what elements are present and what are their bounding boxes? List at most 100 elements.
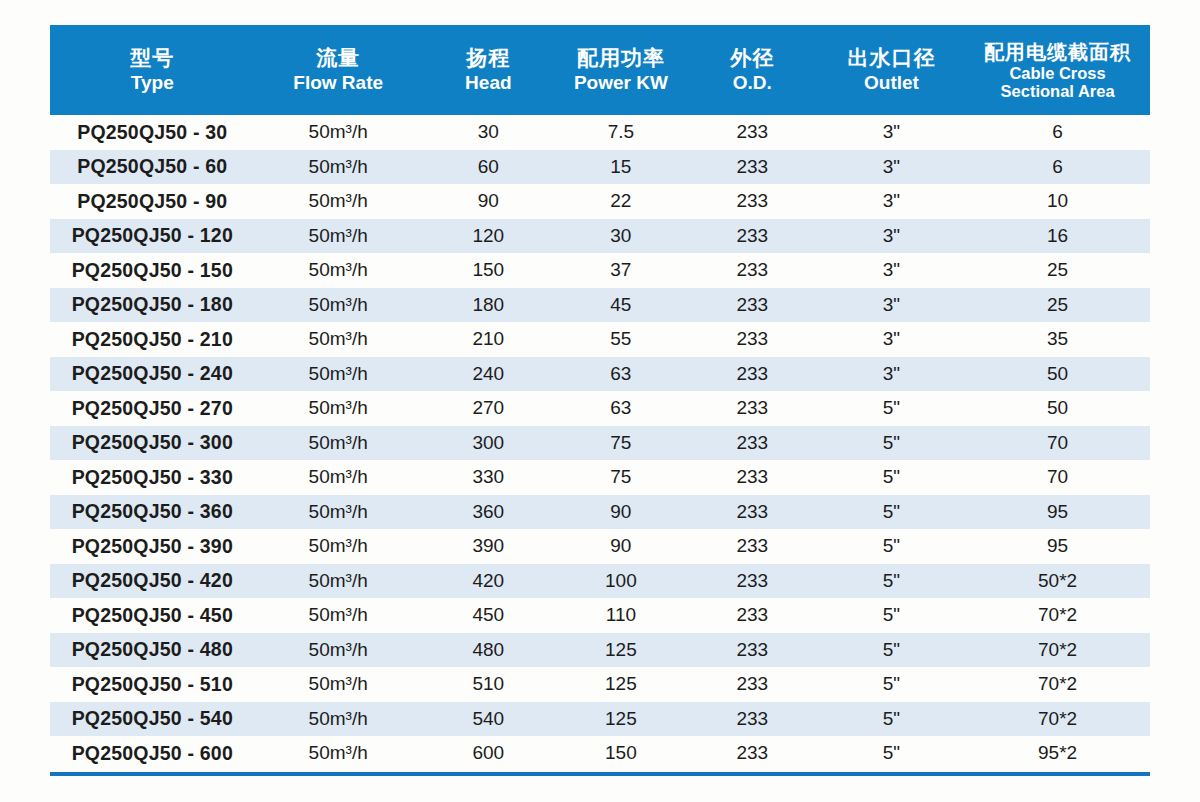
cell-power: 22: [555, 184, 687, 219]
cell-power: 90: [555, 529, 687, 564]
cell-od: 233: [687, 564, 818, 599]
cell-head: 540: [422, 702, 555, 737]
cell-power: 125: [555, 702, 687, 737]
cell-head: 600: [422, 736, 555, 771]
cell-head: 150: [422, 253, 555, 288]
cell-outlet: 3": [818, 219, 965, 254]
cell-flow: 50m³/h: [255, 633, 422, 668]
cell-od: 233: [687, 702, 818, 737]
cell-od: 233: [687, 184, 818, 219]
cell-od: 233: [687, 495, 818, 530]
cell-power: 63: [555, 357, 687, 392]
cell-power: 90: [555, 495, 687, 530]
column-header-outlet-cn: 出水口径: [818, 45, 965, 71]
table-row: PQ250QJ50 - 33050m³/h330752335"70: [50, 460, 1150, 495]
cell-cable: 10: [965, 184, 1150, 219]
table-row: PQ250QJ50 - 54050m³/h5401252335"70*2: [50, 702, 1150, 737]
cell-flow: 50m³/h: [255, 598, 422, 633]
column-header-head-en: Head: [422, 72, 555, 95]
cell-od: 233: [687, 426, 818, 461]
cell-type: PQ250QJ50 - 540: [50, 702, 255, 737]
cell-flow: 50m³/h: [255, 150, 422, 185]
cell-type: PQ250QJ50 - 360: [50, 495, 255, 530]
cell-power: 110: [555, 598, 687, 633]
pump-spec-table: 型号 Type 流量 Flow Rate 扬程 Head 配用功率 Power …: [50, 25, 1150, 776]
column-header-type-en: Type: [50, 72, 255, 95]
cell-type: PQ250QJ50 - 510: [50, 667, 255, 702]
cell-flow: 50m³/h: [255, 184, 422, 219]
cell-outlet: 3": [818, 357, 965, 392]
column-header-outlet-en: Outlet: [818, 72, 965, 95]
cell-cable: 95: [965, 529, 1150, 564]
cell-cable: 70*2: [965, 598, 1150, 633]
cell-head: 390: [422, 529, 555, 564]
cell-flow: 50m³/h: [255, 564, 422, 599]
cell-od: 233: [687, 529, 818, 564]
column-header-cable-en-line2: Sectional Area: [965, 83, 1150, 101]
cell-outlet: 5": [818, 495, 965, 530]
cell-cable: 35: [965, 322, 1150, 357]
table-row: PQ250QJ50 - 39050m³/h390902335"95: [50, 529, 1150, 564]
cell-outlet: 5": [818, 460, 965, 495]
column-header-power-en: Power KW: [555, 72, 687, 95]
cell-power: 100: [555, 564, 687, 599]
cell-head: 210: [422, 322, 555, 357]
cell-type: PQ250QJ50 - 300: [50, 426, 255, 461]
cell-type: PQ250QJ50 - 480: [50, 633, 255, 668]
cell-type: PQ250QJ50 - 270: [50, 391, 255, 426]
cell-head: 240: [422, 357, 555, 392]
cell-flow: 50m³/h: [255, 529, 422, 564]
cell-cable: 50*2: [965, 564, 1150, 599]
cell-cable: 50: [965, 391, 1150, 426]
cell-od: 233: [687, 667, 818, 702]
table-row: PQ250QJ50 - 36050m³/h360902335"95: [50, 495, 1150, 530]
table-body: PQ250QJ50 - 3050m³/h307.52333"6PQ250QJ50…: [50, 115, 1150, 771]
cell-type: PQ250QJ50 - 210: [50, 322, 255, 357]
cell-head: 330: [422, 460, 555, 495]
cell-head: 270: [422, 391, 555, 426]
column-header-cable-cn: 配用电缆截面积: [965, 40, 1150, 65]
column-header-od-cn: 外径: [687, 45, 818, 71]
cell-outlet: 3": [818, 253, 965, 288]
cell-od: 233: [687, 460, 818, 495]
table-header: 型号 Type 流量 Flow Rate 扬程 Head 配用功率 Power …: [50, 25, 1150, 115]
column-header-flow-rate-en: Flow Rate: [255, 72, 422, 95]
header-row: 型号 Type 流量 Flow Rate 扬程 Head 配用功率 Power …: [50, 25, 1150, 115]
cell-flow: 50m³/h: [255, 460, 422, 495]
cell-type: PQ250QJ50 - 90: [50, 184, 255, 219]
cell-type: PQ250QJ50 - 180: [50, 288, 255, 323]
column-header-outlet: 出水口径 Outlet: [818, 25, 965, 115]
cell-od: 233: [687, 219, 818, 254]
cell-outlet: 3": [818, 150, 965, 185]
cell-head: 360: [422, 495, 555, 530]
cell-cable: 70*2: [965, 667, 1150, 702]
cell-power: 75: [555, 460, 687, 495]
cell-flow: 50m³/h: [255, 322, 422, 357]
cell-od: 233: [687, 736, 818, 771]
column-header-flow-rate: 流量 Flow Rate: [255, 25, 422, 115]
cell-outlet: 3": [818, 184, 965, 219]
cell-head: 420: [422, 564, 555, 599]
cell-outlet: 5": [818, 633, 965, 668]
table-row: PQ250QJ50 - 3050m³/h307.52333"6: [50, 115, 1150, 150]
table-row: PQ250QJ50 - 51050m³/h5101252335"70*2: [50, 667, 1150, 702]
cell-cable: 50: [965, 357, 1150, 392]
cell-cable: 70*2: [965, 633, 1150, 668]
cell-od: 233: [687, 633, 818, 668]
column-header-cable-en-line1: Cable Cross: [965, 65, 1150, 83]
cell-outlet: 5": [818, 391, 965, 426]
cell-type: PQ250QJ50 - 450: [50, 598, 255, 633]
cell-type: PQ250QJ50 - 30: [50, 115, 255, 150]
cell-power: 55: [555, 322, 687, 357]
table-row: PQ250QJ50 - 21050m³/h210552333"35: [50, 322, 1150, 357]
cell-od: 233: [687, 115, 818, 150]
table-row: PQ250QJ50 - 60050m³/h6001502335"95*2: [50, 736, 1150, 771]
cell-power: 125: [555, 633, 687, 668]
cell-cable: 70*2: [965, 702, 1150, 737]
column-header-power-cn: 配用功率: [555, 45, 687, 71]
cell-outlet: 3": [818, 322, 965, 357]
cell-flow: 50m³/h: [255, 357, 422, 392]
cell-flow: 50m³/h: [255, 253, 422, 288]
table-row: PQ250QJ50 - 9050m³/h90222333"10: [50, 184, 1150, 219]
cell-power: 7.5: [555, 115, 687, 150]
